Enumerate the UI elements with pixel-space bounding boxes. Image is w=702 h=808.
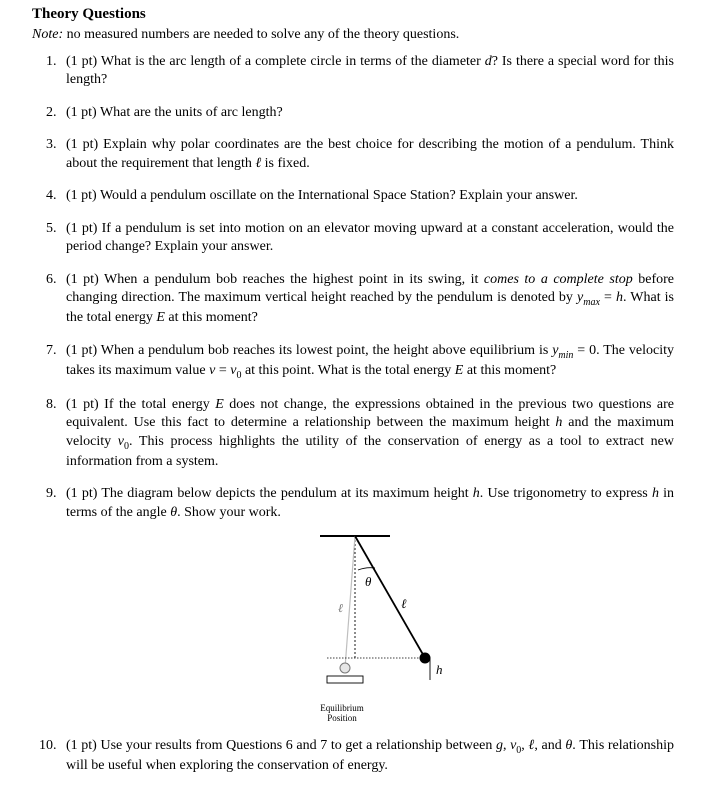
question-2: (1 pt) What are the units of arc length? (60, 104, 674, 122)
points-label: (1 pt) (66, 105, 100, 120)
bob-swung (420, 652, 431, 663)
question-6: (1 pt) When a pendulum bob reaches the h… (60, 271, 674, 328)
points-label: (1 pt) (66, 343, 101, 358)
page: Theory Questions Note: no measured numbe… (0, 0, 702, 808)
question-3: (1 pt) Explain why polar coordinates are… (60, 136, 674, 173)
points-label: (1 pt) (66, 397, 104, 412)
l-label: ℓ (401, 596, 407, 611)
question-1: (1 pt) What is the arc length of a compl… (60, 53, 674, 90)
string-swung (355, 536, 425, 658)
question-9: (1 pt) The diagram below depicts the pen… (60, 485, 674, 723)
question-4: (1 pt) Would a pendulum oscillate on the… (60, 187, 674, 205)
theta-label: θ (365, 574, 372, 589)
pendulum-svg: θ ℓ ℓ h (265, 528, 475, 698)
question-10: (1 pt) Use your results from Questions 6… (60, 737, 674, 775)
section-title: Theory Questions (32, 6, 674, 23)
points-label: (1 pt) (66, 54, 101, 69)
question-list: (1 pt) What is the arc length of a compl… (46, 53, 674, 776)
l-label-light: ℓ (338, 601, 343, 615)
points-label: (1 pt) (66, 738, 100, 753)
question-7: (1 pt) When a pendulum bob reaches its l… (60, 342, 674, 382)
angle-arc (358, 568, 375, 570)
base-rect (327, 676, 363, 683)
points-label: (1 pt) (66, 272, 104, 287)
string-equilibrium (345, 536, 355, 668)
note: Note: no measured numbers are needed to … (32, 27, 674, 43)
points-label: (1 pt) (66, 188, 100, 203)
equilibrium-label: Equilibrium Position (312, 704, 372, 723)
h-label: h (436, 662, 443, 677)
points-label: (1 pt) (66, 486, 101, 501)
question-5: (1 pt) If a pendulum is set into motion … (60, 220, 674, 257)
points-label: (1 pt) (66, 137, 103, 152)
points-label: (1 pt) (66, 221, 102, 236)
note-text: no measured numbers are needed to solve … (63, 27, 459, 42)
question-8: (1 pt) If the total energy E does not ch… (60, 396, 674, 471)
pendulum-diagram: θ ℓ ℓ h (66, 528, 674, 723)
bob-equilibrium (340, 663, 350, 673)
note-label: Note: (32, 27, 63, 42)
